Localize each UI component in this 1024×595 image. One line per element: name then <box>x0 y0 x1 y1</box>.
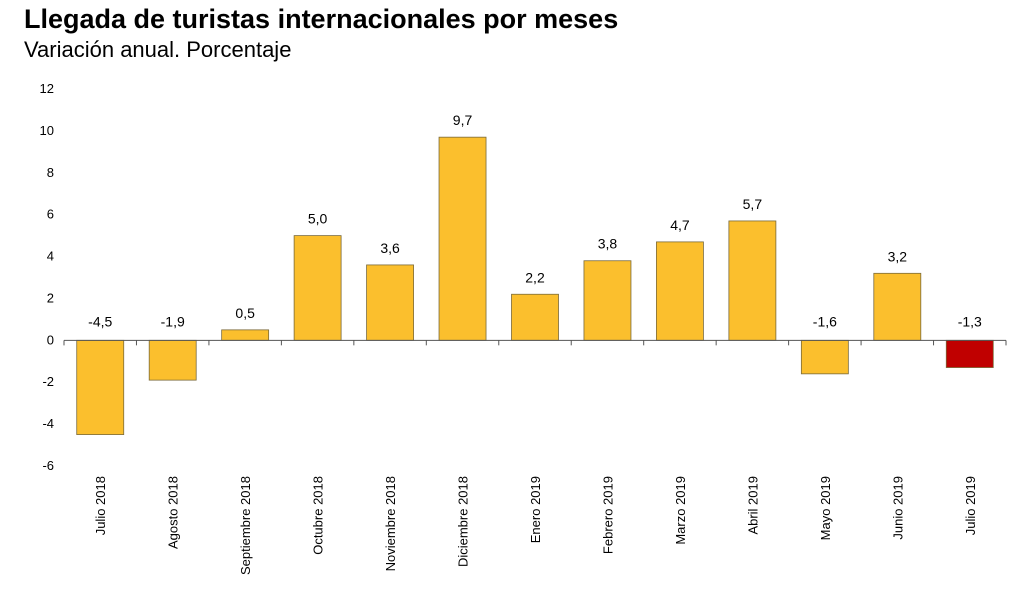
y-tick-label: -4 <box>42 416 54 431</box>
category-label: Abril 2019 <box>745 476 760 535</box>
y-tick-label: 6 <box>47 207 54 222</box>
bar-2 <box>221 329 270 341</box>
y-tick-label: 0 <box>47 332 54 347</box>
category-label: Septiembre 2018 <box>238 476 253 575</box>
bar-3 <box>293 235 342 341</box>
data-label: 3,2 <box>888 248 908 264</box>
bar-12 <box>945 339 994 368</box>
category-label: Enero 2019 <box>528 476 543 543</box>
bar-0 <box>76 339 125 435</box>
chart-title: Llegada de turistas internacionales por … <box>24 4 619 34</box>
y-tick-label: -2 <box>42 374 54 389</box>
data-label: -1,6 <box>813 313 837 329</box>
data-label: -1,3 <box>958 313 982 329</box>
y-tick-label: 2 <box>47 290 54 305</box>
category-label: Julio 2018 <box>93 476 108 535</box>
data-label: 5,0 <box>308 211 328 227</box>
data-label: 4,7 <box>670 217 690 233</box>
bar-1 <box>148 339 197 381</box>
bar-5 <box>438 136 487 341</box>
category-label: Noviembre 2018 <box>383 476 398 571</box>
category-label: Febrero 2019 <box>600 476 615 554</box>
y-tick-label: 10 <box>40 123 54 138</box>
data-label: -1,9 <box>161 313 185 329</box>
category-label: Junio 2019 <box>890 476 905 540</box>
bar-4 <box>366 264 414 341</box>
category-label: Mayo 2019 <box>818 476 833 540</box>
chart-subtitle: Variación anual. Porcentaje <box>24 37 292 62</box>
y-tick-label: -6 <box>42 458 54 473</box>
data-label: 5,7 <box>743 196 763 212</box>
bar-6 <box>511 293 559 341</box>
data-label: 3,6 <box>380 240 400 256</box>
data-label: 2,2 <box>525 269 545 285</box>
category-label: Marzo 2019 <box>673 476 688 545</box>
bar-10 <box>800 339 849 375</box>
bar-8 <box>656 241 704 341</box>
category-label: Octubre 2018 <box>311 476 326 555</box>
category-label: Diciembre 2018 <box>456 476 471 567</box>
y-tick-label: 8 <box>47 165 54 180</box>
bar-7 <box>583 260 632 341</box>
data-label: -4,5 <box>88 313 112 329</box>
category-label: Agosto 2018 <box>166 476 181 549</box>
y-tick-label: 12 <box>40 81 54 96</box>
data-label: 3,8 <box>598 236 618 252</box>
y-tick-label: 4 <box>47 249 54 264</box>
category-label: Julio 2019 <box>963 476 978 535</box>
bar-11 <box>873 272 922 341</box>
data-label: 0,5 <box>235 305 255 321</box>
data-label: 9,7 <box>453 112 473 128</box>
bar-9 <box>728 220 777 341</box>
